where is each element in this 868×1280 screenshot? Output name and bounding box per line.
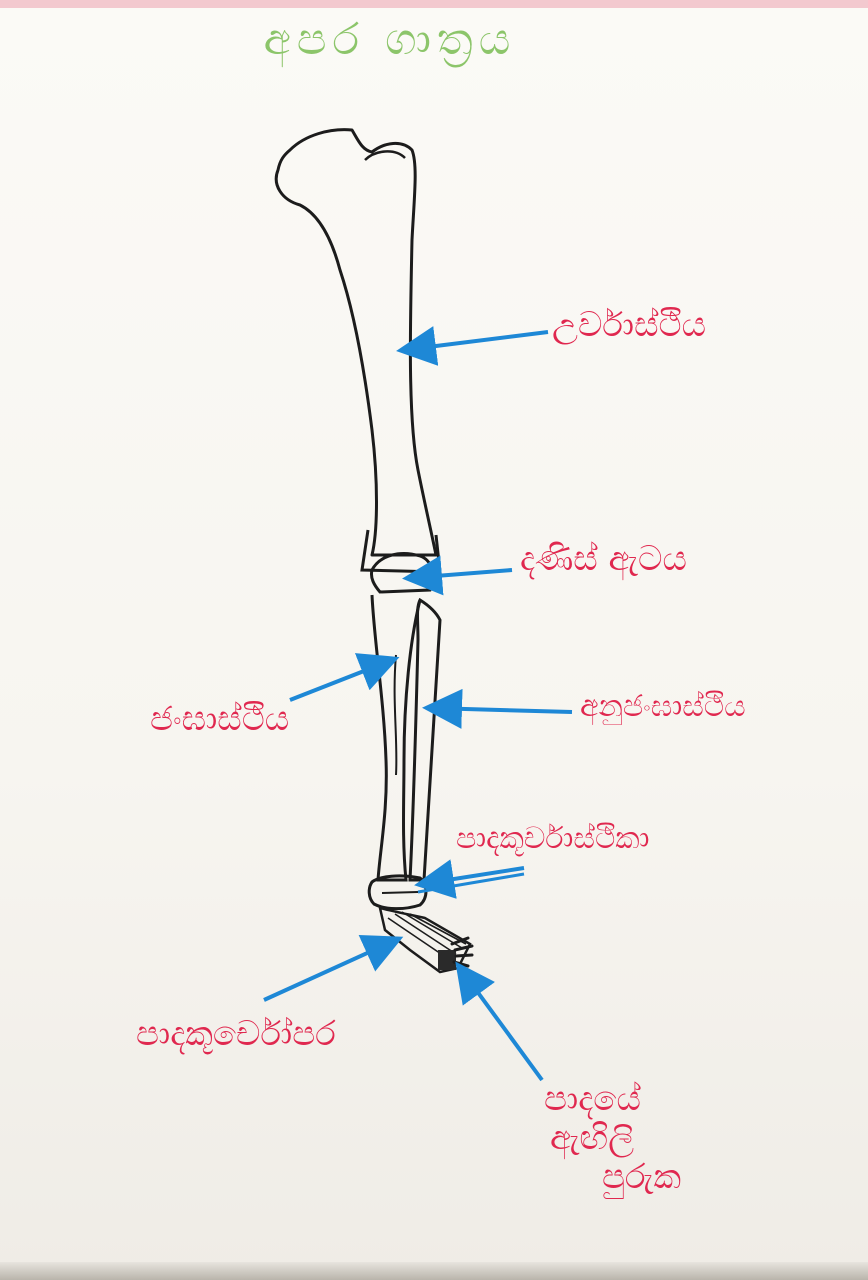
metatarsals-label: පාදකූර්චෝපර — [136, 1014, 336, 1054]
fibula-bone — [408, 597, 442, 882]
phalanges-label: පාදයේ ඇඟිලි පුරුක — [544, 1079, 764, 1198]
tarsals-bones — [367, 874, 428, 911]
tarsals-label: පාදකූර්චාස්ථිකා — [456, 821, 650, 856]
phalanges-label-line-2: ඇඟිලි — [550, 1118, 635, 1159]
fibula-arrow — [422, 688, 573, 729]
fibula-label: අනුජංඝාස්ථිය — [580, 689, 746, 724]
tibia-bone — [370, 594, 422, 882]
femur-label: උර්වාස්ථිය — [552, 305, 707, 345]
knee-joint — [360, 529, 442, 574]
tibia-label: ජංඝාස්ථිය — [150, 699, 290, 739]
phalanges-bones — [438, 936, 474, 970]
tibia-arrow — [289, 653, 400, 702]
metatarsals-bones — [378, 906, 472, 974]
tibia-inner-line — [393, 654, 398, 776]
paper-top-edge — [0, 0, 868, 8]
femur-head-detail — [364, 150, 406, 161]
diagram-title: අපර ගාත්‍රය — [263, 14, 517, 65]
patella-label: දණිස් ඇටය — [520, 539, 687, 579]
phalanges-label-line-3: පුරුක — [602, 1157, 682, 1198]
paper-bottom-edge — [0, 1262, 868, 1280]
metatarsals-arrow — [263, 935, 404, 1002]
patella-arrow — [402, 555, 513, 596]
tarsals-arrow-1 — [414, 859, 525, 899]
femur-arrow — [396, 326, 549, 366]
tarsals-arrow-2 — [417, 872, 525, 894]
phalanges-label-line-1: පාදයේ — [544, 1079, 641, 1119]
femur-bone — [274, 128, 438, 557]
tarsals-joint-line — [381, 891, 419, 894]
phalanges-arrow — [455, 961, 544, 1082]
